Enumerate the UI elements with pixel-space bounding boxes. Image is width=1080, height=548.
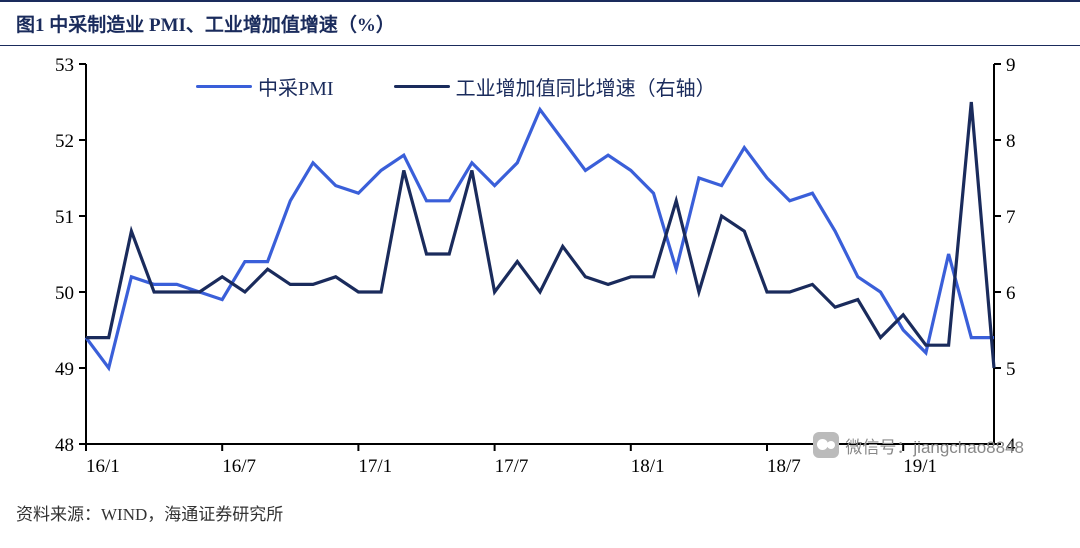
legend-label-iva: 工业增加值同比增速（右轴） [456,72,716,101]
series-pmi [86,110,994,368]
svg-text:53: 53 [55,55,74,76]
svg-text:7: 7 [1006,207,1016,228]
wechat-icon [813,432,839,458]
svg-text:16/7: 16/7 [222,456,256,477]
svg-text:18/7: 18/7 [767,456,801,477]
legend: 中采PMI 工业增加值同比增速（右轴） [196,72,716,101]
svg-text:5: 5 [1006,359,1016,380]
svg-text:17/7: 17/7 [495,456,529,477]
svg-text:18/1: 18/1 [631,456,665,477]
svg-text:52: 52 [55,131,74,152]
svg-text:19/1: 19/1 [903,456,937,477]
legend-label-pmi: 中采PMI [258,72,334,101]
chart-svg: 48495051525345678916/116/717/117/718/118… [16,54,1064,494]
watermark-text: 微信号：jiangchao8848 [845,433,1024,458]
svg-text:9: 9 [1006,55,1016,76]
legend-swatch-iva [394,85,450,88]
figure-title: 图1 中采制造业 PMI、工业增加值增速（%） [0,0,1080,46]
chart-area: 中采PMI 工业增加值同比增速（右轴） 48495051525345678916… [16,54,1064,494]
svg-text:17/1: 17/1 [358,456,392,477]
svg-text:51: 51 [55,207,74,228]
legend-item-iva: 工业增加值同比增速（右轴） [394,72,716,101]
source-footer: 资料来源：WIND，海通证券研究所 [0,494,1080,525]
svg-text:8: 8 [1006,131,1016,152]
legend-swatch-pmi [196,85,252,88]
watermark: 微信号：jiangchao8848 [813,432,1024,458]
svg-text:6: 6 [1006,283,1016,304]
svg-text:49: 49 [55,359,74,380]
svg-text:48: 48 [55,435,74,456]
svg-text:16/1: 16/1 [86,456,120,477]
svg-text:50: 50 [55,283,74,304]
series-iva [86,102,994,368]
legend-item-pmi: 中采PMI [196,72,334,101]
